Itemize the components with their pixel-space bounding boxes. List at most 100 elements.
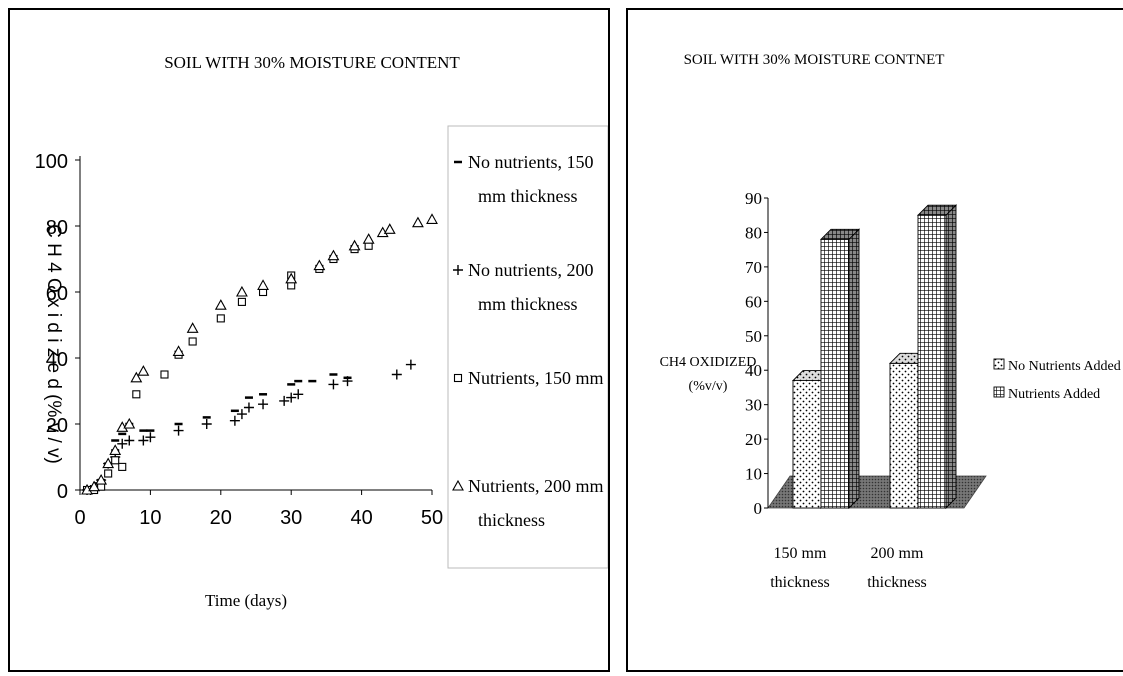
scatter-point-s4 [123, 417, 136, 429]
scatter-point-s2 [236, 409, 247, 420]
bar-side [848, 228, 860, 510]
bar-y-tick-label: 10 [745, 465, 762, 484]
scatter-series-3 [82, 241, 373, 495]
bar-front [820, 238, 850, 509]
scatter-point-s4 [383, 223, 396, 234]
scatter-point-s3 [160, 370, 169, 379]
scatter-point-s3 [118, 462, 127, 471]
scatter-point-s4 [348, 239, 361, 251]
bar-y-tick-label: 20 [745, 430, 762, 449]
scatter-y-tick-label: 20 [46, 415, 68, 437]
scatter-x-axis-label: Time (days) [205, 591, 287, 610]
scatter-point-s2 [201, 419, 212, 429]
scatter-legend-label-2: No nutrients, 200 mm thickness [468, 260, 594, 314]
bar-category-label-line1: 200 mm [871, 545, 924, 562]
scatter-y-tick-label: 100 [35, 151, 68, 173]
bar-y-axis-label-line1: CH4 OXIDIZED [660, 355, 757, 370]
scatter-point-s2 [258, 399, 269, 410]
bar-legend-label-2: Nutrients Added [1008, 387, 1100, 402]
scatter-point-s4 [95, 473, 108, 485]
bar-front [917, 214, 947, 509]
scatter-point-s4 [137, 365, 150, 376]
scatter-legend-marker-3 [453, 373, 463, 383]
scatter-point-s2 [243, 402, 254, 413]
bar-y-tick-label: 60 [745, 292, 762, 311]
scatter-point-s2 [117, 438, 128, 449]
scatter-point-s3 [216, 314, 225, 323]
scatter-y-axis-label: C H 4 O x i d i z e d (% v / v) [43, 224, 64, 464]
scatter-point-s2 [391, 369, 402, 380]
scatter-point-s2 [286, 392, 297, 403]
bar-legend-swatch-2 [993, 386, 1005, 398]
scatter-point-s4 [102, 457, 115, 469]
scatter-series-1 [83, 373, 352, 492]
scatter-x-tick-label: 20 [210, 507, 232, 529]
bar-y-tick-label: 90 [745, 189, 762, 208]
scatter-point-s4 [411, 216, 424, 228]
bar-y-tick-label: 70 [745, 258, 762, 277]
bar-legend-label-1: No Nutrients Added [1008, 359, 1121, 374]
bar-front [792, 380, 822, 509]
scatter-point-s2 [293, 389, 304, 400]
scatter-point-s4 [214, 299, 227, 310]
scatter-x-tick-label: 50 [421, 507, 443, 529]
scatter-x-tick-label: 40 [350, 507, 372, 529]
scatter-point-s4 [235, 285, 248, 297]
scatter-point-s4 [327, 249, 340, 261]
scatter-point-s2 [342, 376, 353, 387]
bar-y-tick-label: 0 [754, 499, 763, 518]
scatter-point-s3 [104, 469, 113, 478]
scatter-point-s4 [257, 279, 269, 290]
bar-title: SOIL WITH 30% MOISTURE CONTNET [684, 52, 945, 68]
bar-legend-swatch-1 [993, 358, 1005, 370]
scatter-x-tick-label: 0 [74, 507, 85, 529]
scatter-point-s4 [130, 371, 143, 383]
bar-y-tick-label: 80 [745, 223, 762, 242]
scatter-legend-label-3: Nutrients, 150 mm thickness [468, 368, 608, 388]
scatter-point-s3 [111, 456, 120, 465]
scatter-point-s4 [426, 213, 438, 224]
bar-y-tick-label: 40 [745, 361, 762, 380]
bar-chart-panel: SOIL WITH 30% MOISTURE CONTNET 0 10 20 30 40… [626, 8, 1123, 672]
scatter-legend-label-4: Nutrients, 200 mm thickness [468, 476, 604, 530]
bar-y-tick-label: 50 [745, 327, 762, 346]
scatter-point-s2 [405, 359, 416, 370]
scatter-title: SOIL WITH 30% MOISTURE CONTENT [164, 53, 460, 72]
scatter-point-s2 [173, 425, 184, 436]
scatter-point-s2 [279, 395, 290, 406]
bar-y-tick-label: 30 [745, 396, 762, 415]
scatter-point-s4 [172, 345, 185, 356]
scatter-point-s4 [88, 480, 101, 492]
bar-chart: SOIL WITH 30% MOISTURE CONTNET 0 10 20 30 40… [660, 52, 1121, 591]
bar-category-label-line2: thickness [770, 574, 830, 591]
scatter-point-s2 [229, 415, 240, 426]
bar-front [889, 362, 919, 509]
scatter-point-s3 [188, 337, 197, 346]
bar-category-label-line1: 150 mm [774, 545, 827, 562]
scatter-legend-box [447, 125, 608, 569]
scatter-x-tick-label: 30 [280, 507, 302, 529]
bar-y-axis-label-line2: (%v/v) [689, 379, 728, 394]
bar-top [819, 228, 861, 240]
scatter-point-s3 [132, 390, 141, 399]
scatter-point-s2 [145, 432, 156, 443]
scatter-point-s2 [138, 435, 149, 446]
scatter-y-tick-label: 60 [46, 283, 68, 305]
scatter-legend-marker-2 [453, 265, 463, 275]
bar-s2-c1 [819, 228, 861, 510]
scatter-legend-label-1: No nutrients, 150 mm thickness [468, 152, 594, 206]
bar-side [945, 204, 957, 510]
scatter-point-s2 [124, 435, 135, 446]
bar-s2-c2 [916, 204, 958, 510]
scatter-point-s4 [362, 233, 375, 244]
scatter-chart: SOIL WITH 30% MOISTURE CONTENT 0 20 40 60 80… [35, 53, 608, 610]
scatter-y-tick-label: 0 [57, 481, 68, 503]
scatter-point-s4 [109, 444, 122, 455]
scatter-x-tick-label: 10 [139, 507, 161, 529]
scatter-point-s4 [313, 259, 326, 271]
bar-top [916, 204, 958, 216]
scatter-series-4 [81, 213, 438, 495]
scatter-point-s3 [237, 297, 246, 306]
scatter-point-s4 [285, 272, 298, 284]
scatter-chart-panel: SOIL WITH 30% MOISTURE CONTENT 0 20 40 60 80… [8, 8, 610, 672]
